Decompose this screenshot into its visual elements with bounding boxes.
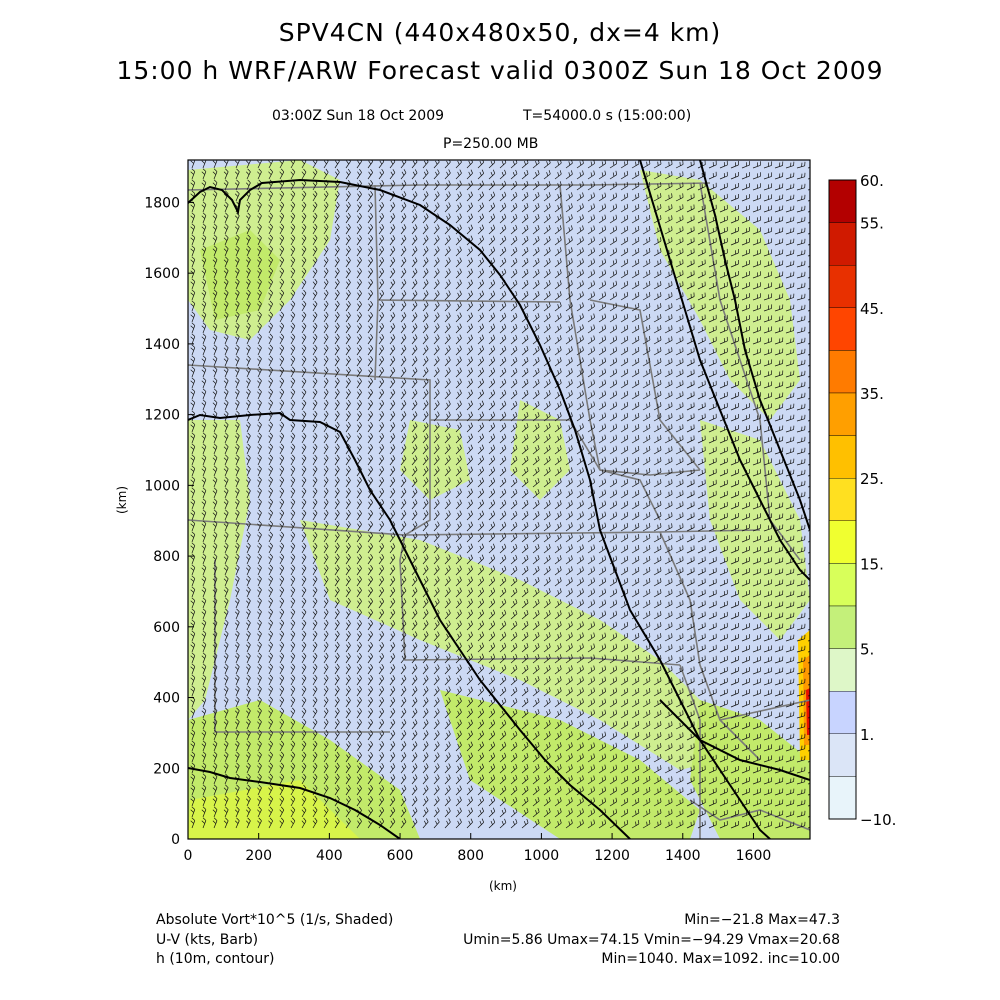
colorbar-segment (828, 605, 857, 649)
map-panel[interactable] (188, 158, 816, 839)
y-axis-label: (km) (115, 486, 129, 514)
colorbar-segment (828, 691, 857, 735)
colorbar-segment (828, 350, 857, 394)
x-tick-label: 800 (457, 848, 484, 864)
colorbar-segment (828, 435, 857, 479)
x-tick-label: 1600 (736, 848, 772, 864)
colorbar-segment (828, 563, 857, 607)
footer-field1-stats: Min=−21.8 Max=47.3 (684, 912, 840, 928)
colorbar-segment (828, 648, 857, 692)
shade-patch-west (188, 420, 250, 720)
colorbar-segment (828, 776, 857, 820)
plot-frame (187, 159, 811, 840)
border-mo (599, 469, 661, 521)
border-tx-la (679, 664, 701, 839)
model-time-label: T=54000.0 s (15:00:00) (523, 108, 692, 124)
x-tick-label: 200 (245, 848, 272, 864)
colorbar: 60. 55. 45. 35. 25. 15. 5. 1. −10. (828, 172, 896, 829)
colorbar-label: 35. (860, 385, 884, 403)
y-tick-label: 1400 (144, 337, 180, 353)
contour-1080-east (699, 160, 810, 531)
contour-1090 (188, 178, 771, 839)
border-wy-co (188, 364, 431, 536)
colorbar-segment (828, 179, 857, 223)
footer-field1: Absolute Vort*10^5 (1/s, Shaded) (156, 912, 394, 928)
height-contours (188, 160, 810, 839)
state-boundaries (188, 182, 810, 839)
x-axis: 0 200 400 600 800 1000 1200 1400 1600 (184, 833, 772, 864)
shade-patch-ne (640, 170, 800, 420)
colorbar-label: 25. (860, 470, 884, 488)
border-wi-il (589, 299, 701, 471)
colorbar-segment (828, 478, 857, 522)
colorbar-segment (828, 392, 857, 436)
shade-band-central (300, 520, 720, 770)
footer-field2: U-V (kts, Barb) (156, 932, 259, 948)
x-tick-label: 400 (316, 848, 343, 864)
x-tick-label: 0 (184, 848, 193, 864)
x-tick-label: 600 (387, 848, 414, 864)
colorbar-label: 45. (860, 300, 884, 318)
y-tick-label: 400 (153, 691, 180, 707)
y-tick-label: 1000 (144, 478, 180, 494)
y-axis: 0 200 400 600 800 1000 1200 1400 1600 1800 (144, 195, 194, 848)
shade-patch-sw-core (188, 780, 360, 839)
y-tick-label: 1200 (144, 408, 180, 424)
wind-barb-field (190, 160, 810, 829)
colorbar-label: 5. (860, 641, 874, 659)
colorbar-segment (828, 307, 857, 351)
colorbar-frame (828, 179, 857, 820)
contour-1080 (188, 411, 631, 839)
x-tick-label: 1200 (594, 848, 630, 864)
y-tick-label: 600 (153, 620, 180, 636)
x-axis-label: (km) (489, 879, 517, 893)
pressure-level-label: P=250.00 MB (443, 136, 539, 152)
y-tick-label: 1800 (144, 195, 180, 211)
shade-patch-mid-west (400, 420, 470, 500)
y-tick-label: 1600 (144, 266, 180, 282)
border-ar-la (659, 531, 761, 761)
colorbar-label: 1. (860, 726, 874, 744)
footer-field3-stats: Min=1040. Max=1092. inc=10.00 (601, 951, 840, 967)
figure-title-line1: SPV4CN (440x480x50, dx=4 km) (278, 18, 722, 47)
plot-svg: 0 200 400 600 800 1000 1200 1400 1600 0 200 400 600… (115, 158, 896, 893)
colorbar-label: 55. (860, 215, 884, 233)
contour-se (659, 699, 810, 781)
shade-patch-mid (510, 400, 570, 500)
footer-field2-stats: Umin=5.86 Umax=74.15 Vmin=−94.29 Vmax=20… (463, 932, 840, 948)
contour-1090-east (639, 160, 810, 581)
colorbar-segment (828, 265, 857, 309)
colorbar-label: −10. (860, 811, 896, 829)
wind-barbs (190, 160, 810, 829)
x-tick-label: 1400 (665, 848, 701, 864)
border-mi-oh (699, 182, 801, 561)
colorbar-segment (828, 520, 857, 564)
y-tick-label: 800 (153, 549, 180, 565)
colorbar-segment (828, 733, 857, 777)
x-tick-label: 1000 (524, 848, 560, 864)
footer-field3: h (10m, contour) (156, 951, 275, 967)
valid-time-label: 03:00Z Sun 18 Oct 2009 (272, 108, 445, 124)
colorbar-label: 60. (860, 172, 884, 190)
border-sd-wy (374, 299, 379, 381)
colorbar-label: 15. (860, 555, 884, 573)
contour-1070 (188, 767, 401, 839)
y-tick-label: 0 (171, 832, 180, 848)
colorbar-segment (828, 222, 857, 266)
y-tick-label: 200 (153, 761, 180, 777)
figure-title-line2: 15:00 h WRF/ARW Forecast valid 0300Z Sun… (116, 56, 884, 85)
